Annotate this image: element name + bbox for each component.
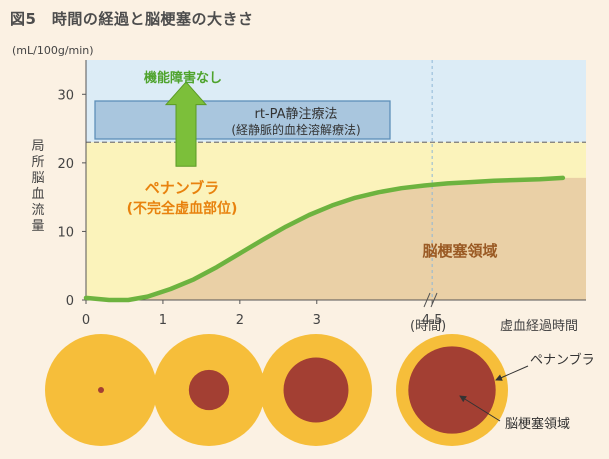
penumbra-label: ペナンブラ — [145, 179, 220, 197]
y-tick-label: 0 — [66, 294, 74, 309]
y-tick-label: 20 — [57, 157, 74, 172]
y-axis-title-char: 量 — [31, 219, 44, 234]
legend-penumbra-label: ペナンブラ — [530, 352, 595, 368]
infarct-core-circle — [408, 346, 496, 434]
blood-flow-curve — [83, 175, 566, 303]
infarct-core-circle — [98, 387, 104, 393]
x-tick-label: 3 — [313, 313, 321, 328]
infarct-core-circle — [283, 357, 349, 423]
therapy-sublabel: (経静脈的血栓溶解療法) — [231, 122, 360, 137]
infarct-core-circle — [188, 369, 230, 411]
y-axis-title-char: 局 — [31, 139, 44, 154]
legend-infarct-label: 脳梗塞領域 — [505, 416, 570, 432]
y-axis-title-char: 所 — [31, 155, 44, 170]
axis-break-mark — [423, 292, 431, 308]
up-arrow-icon — [164, 81, 208, 167]
axis-break-mark — [430, 292, 438, 308]
x-tick-label: 1 — [159, 313, 167, 328]
x-tick-label: 4.5 — [422, 313, 443, 328]
infarct-region-label: 脳梗塞領域 — [422, 242, 497, 260]
x-tick-label: 2 — [236, 313, 244, 328]
y-axis-title-char: 脳 — [31, 171, 44, 186]
y-axis-title-char: 血 — [31, 187, 44, 202]
penumbra-pointer — [495, 365, 529, 381]
y-axis-title-char: 流 — [31, 203, 44, 218]
penumbra-sublabel: (不完全虚血部位) — [127, 200, 238, 217]
infarct-area — [86, 177, 586, 300]
therapy-box — [94, 100, 391, 140]
figure-title: 図5 時間の経過と脳梗塞の大きさ — [10, 10, 254, 28]
x-break-label: (時間) — [410, 319, 446, 334]
x-axis-title: 虚血経過時間 — [500, 319, 578, 334]
therapy-label: rt-PA静注療法 — [254, 107, 337, 122]
y-tick-label: 10 — [57, 225, 74, 240]
y-tick-label: 30 — [57, 88, 74, 103]
infarct-pointer — [459, 395, 501, 422]
x-tick-label: 0 — [82, 313, 90, 328]
no-damage-label: 機能障害なし — [144, 70, 222, 86]
y-axis-unit: (mL/100g/min) — [12, 44, 94, 57]
